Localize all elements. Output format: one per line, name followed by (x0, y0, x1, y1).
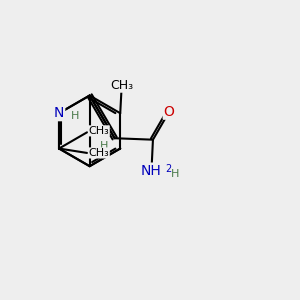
Text: O: O (164, 105, 175, 119)
Text: H: H (100, 141, 109, 151)
Text: H: H (171, 169, 179, 178)
Text: H: H (71, 111, 79, 121)
Text: NH: NH (141, 164, 162, 178)
Text: CH₃: CH₃ (88, 126, 109, 136)
Text: CH₃: CH₃ (88, 148, 109, 158)
Text: CH₃: CH₃ (110, 79, 133, 92)
Text: 2: 2 (166, 164, 172, 174)
Text: N: N (54, 106, 64, 120)
